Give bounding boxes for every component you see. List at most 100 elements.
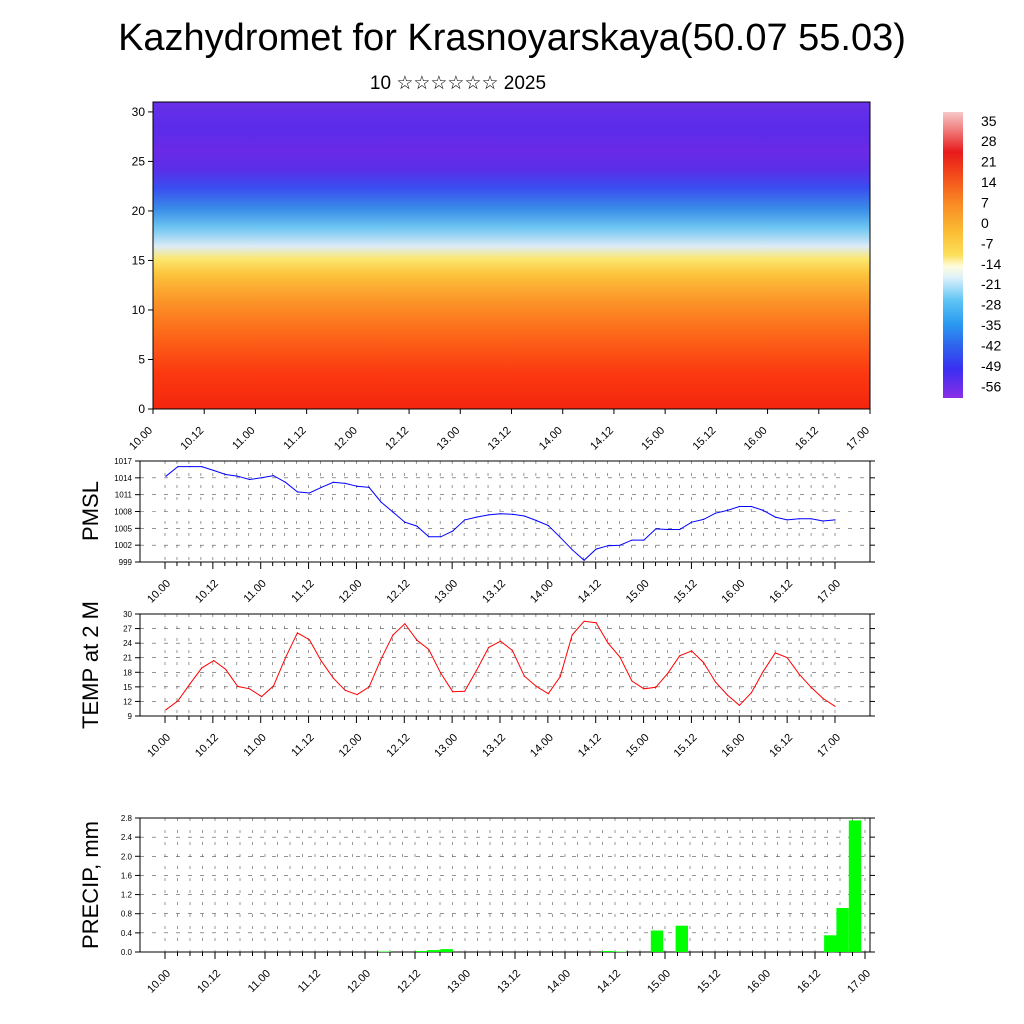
data-point [511, 513, 513, 515]
data-point [655, 528, 657, 530]
x-tick-label: 13.12 [480, 732, 508, 760]
data-point [452, 691, 454, 693]
data-point [499, 640, 502, 642]
data-point [356, 694, 358, 696]
data-point [284, 481, 287, 483]
x-tick-label: 12.00 [337, 732, 365, 760]
x-tick-label: 16.00 [719, 578, 747, 606]
y-tick-label: 24 [123, 639, 132, 648]
y-tick-label: 1002 [114, 541, 132, 550]
data-point [237, 475, 239, 477]
colorbar-label: -28 [981, 297, 1001, 313]
x-tick-label: 12.12 [384, 732, 412, 760]
data-point [738, 505, 741, 508]
y-tick-label: 1011 [115, 491, 133, 500]
precip-bar [836, 908, 849, 952]
colorbar-label: 28 [981, 133, 997, 149]
data-point [332, 481, 334, 483]
data-point [296, 632, 298, 634]
x-tick-label: 16.00 [742, 425, 770, 453]
precip-bar [650, 930, 664, 952]
data-point [404, 623, 406, 625]
x-tick-label: 11.12 [296, 968, 323, 995]
data-point [750, 692, 753, 694]
data-point [607, 642, 609, 644]
y-tick-label: 2.8 [121, 814, 133, 823]
temperature-panel: 9 12 15 18 21 24 27 30 10.00 10.12 11.00 11.12 12.00… [78, 601, 875, 760]
x-tick-label: 10.12 [193, 732, 221, 760]
data-point [583, 620, 585, 622]
y-tick-label: 30 [132, 105, 146, 119]
y-tick-label: 1.2 [121, 891, 133, 900]
y-tick-label: 1.6 [121, 871, 133, 880]
precip-bar [428, 950, 441, 952]
y-axis-label: PMSL [78, 481, 103, 541]
x-tick-label: 15.00 [645, 968, 673, 996]
data-point [344, 482, 346, 484]
data-point [726, 694, 729, 696]
data-point [308, 492, 310, 494]
data-point [774, 516, 776, 518]
data-point [714, 681, 717, 683]
x-tick-label: 12.12 [384, 578, 412, 606]
plot-frame [139, 817, 871, 953]
x-tick-label: 16.00 [719, 732, 747, 760]
data-point [380, 658, 382, 660]
data-point [798, 673, 800, 675]
y-tick-label: 21 [123, 654, 132, 663]
data-point [631, 539, 633, 541]
data-point [261, 696, 263, 698]
colorbar-label: -42 [981, 337, 1001, 353]
data-point [320, 486, 322, 488]
x-tick-label: 16.12 [793, 425, 821, 453]
data-point [476, 516, 478, 518]
temperature-field [153, 102, 870, 409]
y-tick-label: 2.4 [121, 833, 133, 842]
y-tick-label: 1005 [114, 524, 132, 533]
data-point [284, 657, 287, 659]
x-tick-label: 16.12 [767, 732, 795, 760]
data-point [332, 677, 334, 679]
data-point [738, 704, 741, 706]
x-tick-label: 13.12 [480, 578, 508, 606]
x-tick-label: 12.00 [332, 425, 360, 453]
colorbar-label: -35 [981, 317, 1001, 333]
x-tick-label: 12.00 [345, 968, 373, 996]
data-point [177, 466, 179, 468]
data-point [165, 709, 167, 711]
data-point [547, 524, 549, 527]
data-point [237, 685, 239, 688]
data-point [750, 505, 753, 508]
colorbar-label: -49 [981, 358, 1001, 374]
colorbar-label: -56 [981, 378, 1001, 394]
x-tick-label: 15.12 [691, 425, 719, 453]
data-point [619, 544, 621, 546]
data-point [404, 521, 406, 523]
data-point [559, 676, 561, 678]
data-point [225, 473, 227, 476]
y-tick-label: 0.4 [121, 929, 133, 938]
data-point [201, 667, 203, 669]
data-point [296, 491, 298, 493]
x-tick-label: 15.00 [624, 578, 652, 606]
data-point [762, 670, 764, 672]
x-tick-label: 10.12 [193, 578, 221, 606]
y-tick-label: 0.8 [121, 910, 133, 919]
data-point [822, 697, 824, 700]
data-point [535, 685, 537, 688]
x-tick-label: 17.00 [815, 732, 843, 760]
x-tick-label: 10.00 [127, 425, 155, 453]
y-tick-label: 30 [123, 610, 132, 619]
y-tick-label: 9 [128, 712, 133, 721]
x-tick-label: 16.00 [745, 968, 773, 996]
x-tick-label: 10.00 [145, 968, 173, 996]
data-point [261, 477, 263, 479]
data-point [392, 634, 394, 636]
x-tick-label: 11.00 [241, 578, 268, 605]
y-tick-label: 20 [132, 204, 146, 218]
data-point [703, 662, 705, 664]
colorbar-label: 0 [981, 215, 989, 231]
x-tick-label: 15.12 [695, 968, 723, 996]
data-point [559, 536, 561, 538]
